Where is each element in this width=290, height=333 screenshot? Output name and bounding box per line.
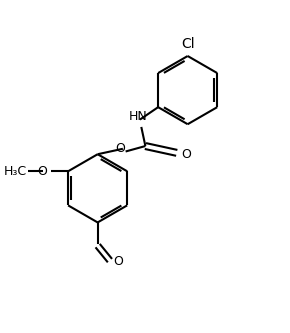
- Text: Cl: Cl: [181, 37, 195, 51]
- Text: H₃C: H₃C: [3, 165, 26, 178]
- Text: O: O: [37, 165, 47, 178]
- Text: HN: HN: [129, 111, 148, 124]
- Text: O: O: [115, 142, 125, 155]
- Text: O: O: [182, 148, 192, 161]
- Text: O: O: [113, 255, 123, 268]
